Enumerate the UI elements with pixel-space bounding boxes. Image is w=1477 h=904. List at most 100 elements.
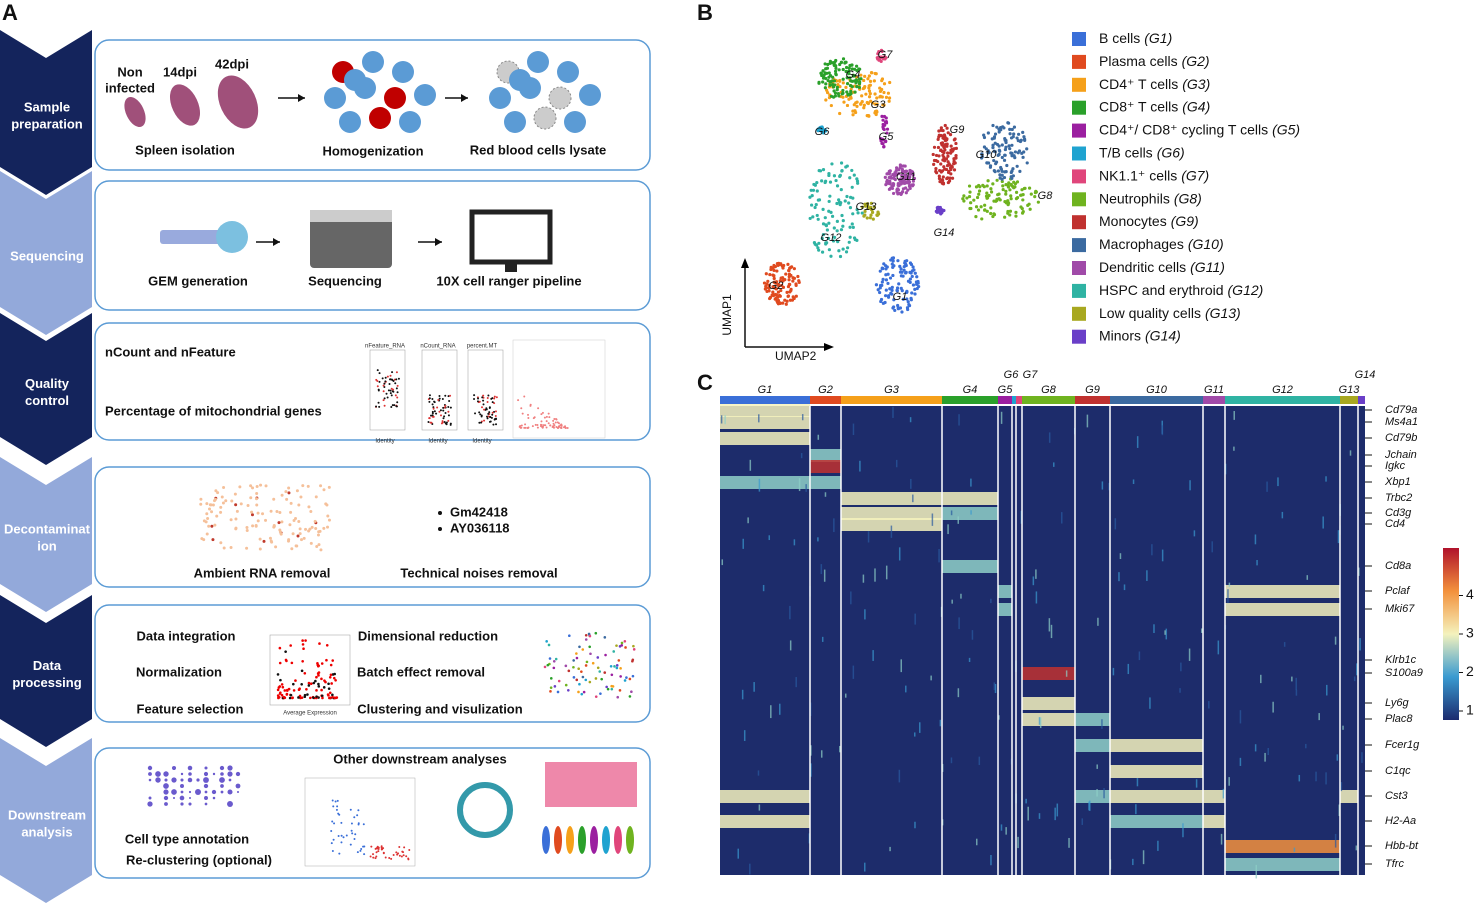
umap-dot (546, 663, 550, 667)
legend-label: Dendritic cells (G11) (1099, 259, 1225, 275)
umap-point (867, 95, 872, 99)
panel-label: C (697, 370, 713, 395)
umap-point (829, 94, 834, 98)
umap-dot (588, 645, 591, 649)
umap-point (1002, 158, 1007, 162)
var-dot (309, 682, 313, 686)
group-label: G13 (1339, 384, 1361, 396)
umap-point (815, 213, 819, 218)
umap-point (827, 248, 831, 252)
qc-dot (480, 421, 483, 424)
umap-point (770, 293, 774, 297)
heat-streak (810, 745, 812, 756)
qc-dot (431, 412, 434, 415)
ambient-dot (310, 525, 314, 529)
qc-dot (556, 421, 559, 424)
umap-point (860, 211, 864, 215)
group-label: G14 (1355, 369, 1376, 381)
umap-point (837, 198, 841, 202)
umap-point (851, 225, 855, 229)
step-text: nCount and nFeature (105, 344, 236, 359)
qc-dot (493, 418, 496, 421)
ambient-dot (256, 519, 260, 523)
heat-streak (1123, 584, 1126, 591)
step-text: nCount_RNA (420, 344, 455, 350)
cell (548, 86, 572, 110)
var-dot (300, 696, 304, 699)
heat-streak (839, 745, 841, 753)
arrow-head (273, 238, 280, 246)
umap-point (890, 262, 894, 266)
qc-dot (383, 397, 386, 400)
umap-point (836, 92, 840, 96)
umap-point (947, 179, 952, 183)
umap-point (767, 289, 771, 293)
step-text: Identity (472, 439, 491, 445)
var-dot (316, 664, 320, 668)
dot-plot-dot (204, 790, 208, 794)
umap-point (893, 177, 897, 182)
umap-dot (552, 659, 556, 663)
var-dot (332, 676, 336, 680)
umap-point (884, 95, 889, 100)
group-bar (1203, 396, 1225, 404)
legend-label: Neutrophils (G8) (1099, 190, 1202, 206)
qc-dot (527, 416, 530, 419)
qc-dot (397, 377, 400, 380)
heat-streak (867, 531, 870, 543)
umap-dot (567, 669, 571, 673)
umap-point (773, 281, 778, 285)
qc-dot (377, 388, 380, 391)
cell (362, 51, 384, 73)
umap-point (872, 79, 876, 83)
dot-plot-dot (171, 765, 177, 771)
heat-streak (1227, 589, 1229, 604)
umap-point (974, 205, 979, 209)
umap-point (935, 206, 940, 210)
qc-dot (529, 403, 532, 406)
volcano-dot (384, 856, 387, 859)
heat-band (1075, 739, 1110, 752)
umap-point (985, 209, 989, 213)
ambient-dot (250, 513, 254, 517)
umap-point (1025, 161, 1029, 165)
umap-point (781, 301, 785, 305)
umap-point (1006, 185, 1011, 189)
ambient-dot (289, 510, 293, 514)
umap-point (786, 294, 791, 298)
gene-label: Trbc2 (1385, 492, 1412, 504)
qc-dot (392, 388, 395, 391)
heat-streak (1089, 800, 1091, 811)
umap-point (940, 178, 944, 182)
umap-point (1001, 184, 1005, 188)
cell (509, 69, 531, 91)
heat-streak (742, 538, 744, 549)
umap-point (782, 263, 786, 268)
legend-name: Low quality cells (1099, 305, 1201, 321)
umap-point (992, 149, 996, 153)
volcano-dot (335, 808, 338, 811)
cell (399, 111, 421, 133)
heat-streak (1118, 572, 1120, 582)
heat-streak (862, 574, 865, 583)
spleen (124, 97, 146, 127)
umap-point (844, 85, 848, 89)
heat-streak (768, 535, 771, 541)
group-bar (1340, 396, 1358, 404)
qc-dot (490, 416, 493, 419)
umap-point (1010, 169, 1014, 173)
var-dot (281, 685, 285, 689)
umap-point (867, 74, 871, 78)
umap-dot (556, 690, 560, 694)
step-text: Homogenization (322, 143, 423, 158)
umap-point (838, 254, 843, 259)
legend-swatch (1072, 146, 1086, 161)
dot-plot-dot (219, 777, 225, 783)
heat-streak (1337, 530, 1340, 544)
heat-streak (1138, 651, 1141, 661)
legend-group: (G7) (1181, 167, 1209, 183)
heat-streak (1101, 719, 1103, 729)
step-label: Downstream (8, 807, 86, 822)
umap-dot (588, 680, 592, 684)
umap-point (774, 293, 779, 297)
